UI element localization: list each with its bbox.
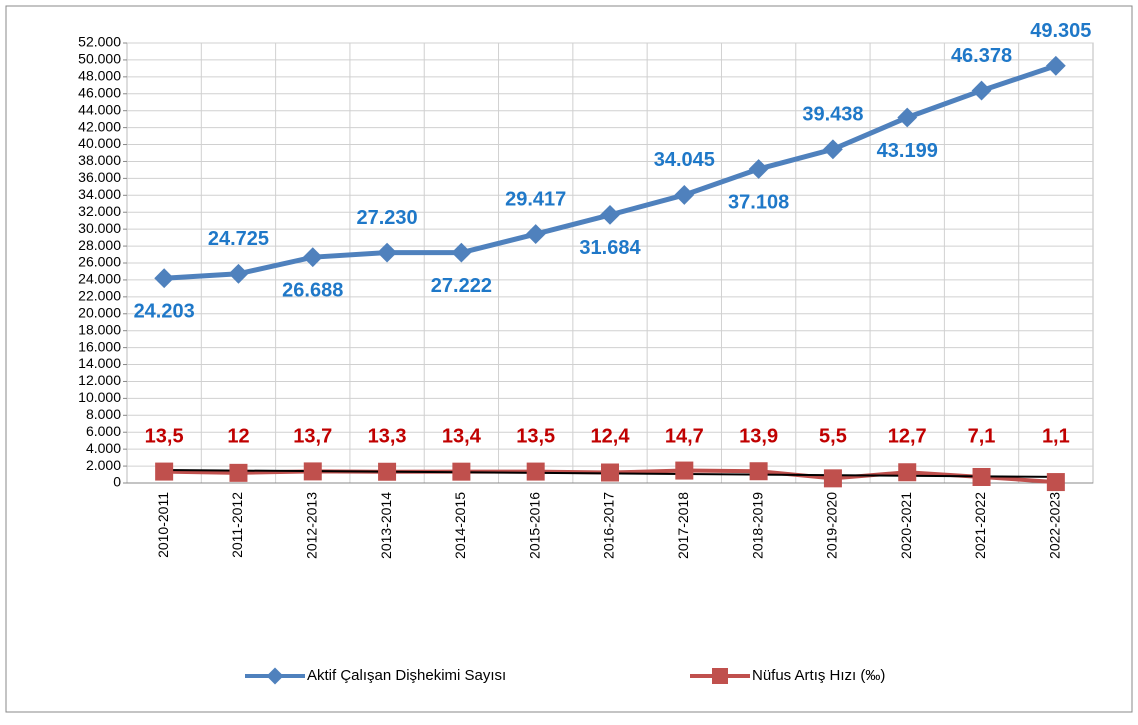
y-tick-label: 26.000 (78, 254, 121, 270)
data-label: 12,4 (591, 425, 631, 447)
legend-marker (266, 667, 284, 685)
data-label: 13,5 (516, 425, 555, 447)
legend-label: Aktif Çalışan Dişhekimi Sayısı (307, 667, 506, 684)
data-label: 46.378 (951, 45, 1012, 67)
y-tick-label: 40.000 (78, 135, 121, 151)
marker (601, 463, 619, 482)
data-label: 27.222 (431, 275, 492, 297)
y-tick-label: 52.000 (78, 34, 121, 50)
y-tick-label: 24.000 (78, 271, 121, 287)
y-tick-label: 36.000 (78, 169, 121, 185)
data-label: 7,1 (968, 425, 996, 447)
y-tick-label: 4.000 (86, 440, 121, 456)
data-label: 12 (227, 425, 249, 447)
data-label: 13,4 (442, 425, 482, 447)
y-tick-label: 34.000 (78, 186, 121, 202)
y-tick-label: 8.000 (86, 406, 121, 422)
data-label: 5,5 (819, 425, 847, 447)
marker (155, 462, 174, 481)
data-label: 49.305 (1030, 20, 1091, 42)
data-label: 39.438 (802, 104, 863, 126)
marker (823, 469, 842, 488)
y-tick-label: 48.000 (78, 68, 121, 84)
marker (972, 467, 991, 486)
marker (154, 268, 175, 289)
marker (1045, 55, 1066, 76)
y-tick-label: 14.000 (78, 355, 121, 371)
y-tick-label: 22.000 (78, 288, 121, 304)
x-tick-label: 2017-2018 (675, 492, 691, 559)
y-tick-label: 32.000 (78, 203, 121, 219)
marker (302, 247, 323, 268)
data-label: 26.688 (282, 279, 343, 301)
data-label: 27.230 (356, 207, 417, 229)
data-label: 29.417 (505, 188, 566, 210)
legend-label: Nüfus Artış Hızı (‰) (752, 667, 885, 684)
data-label: 13,5 (145, 425, 184, 447)
y-tick-label: 16.000 (78, 338, 121, 354)
y-tick-label: 50.000 (78, 51, 121, 67)
y-tick-label: 0 (113, 474, 121, 490)
data-label: 12,7 (888, 425, 927, 447)
data-label: 14,7 (665, 425, 704, 447)
marker (749, 462, 768, 481)
marker (228, 263, 249, 284)
marker (526, 462, 545, 481)
data-label: 37.108 (728, 191, 789, 213)
y-tick-label: 44.000 (78, 101, 121, 117)
y-tick-label: 46.000 (78, 84, 121, 100)
data-label: 24.203 (134, 300, 195, 322)
x-tick-label: 2021-2022 (972, 492, 988, 559)
data-label: 13,7 (293, 425, 332, 447)
x-tick-label: 2020-2021 (898, 492, 914, 559)
x-tick-label: 2012-2013 (303, 492, 319, 559)
marker (823, 139, 843, 160)
x-tick-label: 2019-2020 (824, 492, 840, 559)
legend-marker (712, 668, 728, 684)
y-tick-label: 28.000 (78, 237, 121, 253)
data-label: 31.684 (579, 237, 641, 259)
data-label: 1,1 (1042, 425, 1070, 447)
y-tick-label: 6.000 (86, 423, 121, 439)
data-label: 34.045 (654, 149, 715, 171)
x-tick-label: 2018-2019 (749, 492, 765, 559)
x-tick-label: 2013-2014 (378, 492, 394, 559)
y-tick-label: 12.000 (78, 372, 121, 388)
marker (898, 463, 917, 482)
marker (452, 462, 471, 481)
y-tick-label: 30.000 (78, 220, 121, 236)
x-tick-label: 2010-2011 (155, 492, 171, 558)
x-tick-label: 2016-2017 (601, 492, 617, 559)
x-tick-label: 2011-2012 (229, 492, 245, 558)
marker (1046, 473, 1065, 492)
y-tick-label: 10.000 (78, 389, 121, 405)
data-label: 43.199 (877, 140, 938, 162)
data-label: 24.725 (208, 228, 269, 250)
data-label: 13,3 (368, 425, 407, 447)
y-tick-label: 20.000 (78, 304, 121, 320)
chart-border (5, 5, 1133, 713)
marker (675, 461, 694, 480)
x-tick-label: 2015-2016 (526, 492, 542, 559)
marker (229, 463, 248, 482)
x-tick-label: 2022-2023 (1047, 492, 1063, 559)
y-tick-label: 38.000 (78, 152, 121, 168)
data-label: 13,9 (739, 425, 778, 447)
marker (378, 462, 397, 481)
marker (303, 462, 322, 481)
y-tick-label: 2.000 (86, 457, 121, 473)
y-tick-label: 42.000 (78, 118, 121, 134)
x-tick-label: 2014-2015 (452, 492, 468, 559)
y-tick-label: 18.000 (78, 321, 121, 337)
marker (451, 242, 472, 263)
marker (377, 242, 397, 263)
